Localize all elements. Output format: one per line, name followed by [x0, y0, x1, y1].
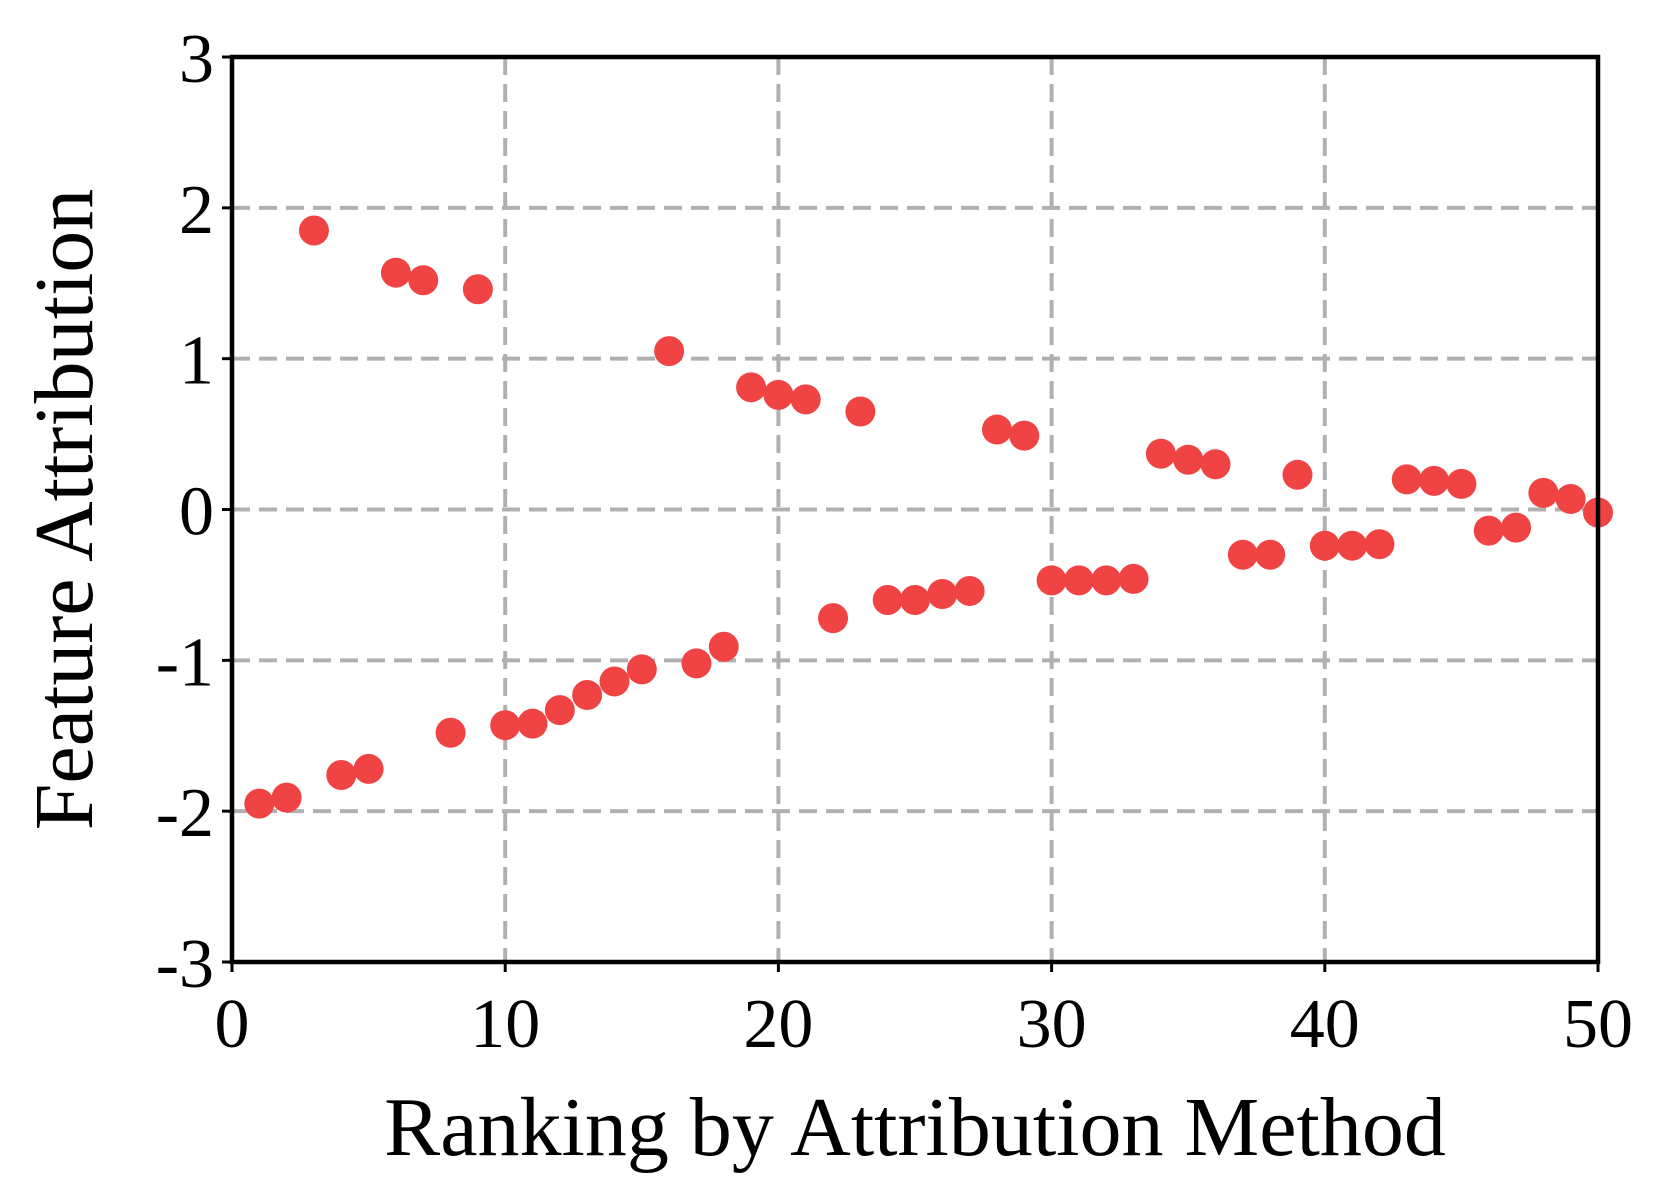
- data-points: [244, 215, 1613, 819]
- data-point: [1091, 565, 1122, 596]
- data-point: [572, 680, 603, 711]
- data-point: [763, 379, 794, 410]
- data-point: [845, 396, 876, 427]
- y-tick-label: 1: [179, 323, 214, 400]
- data-point: [353, 753, 384, 784]
- x-tick-label: 50: [1563, 986, 1633, 1063]
- x-tick-label: 20: [743, 986, 813, 1063]
- data-point: [544, 695, 575, 726]
- x-tick-label: 30: [1017, 986, 1087, 1063]
- data-point: [1337, 530, 1368, 561]
- data-point: [927, 578, 958, 609]
- grid-lines: [232, 57, 1598, 962]
- data-point: [654, 336, 685, 367]
- data-point: [681, 648, 712, 679]
- data-point: [408, 265, 439, 296]
- y-tick-label: -2: [156, 775, 214, 852]
- data-point: [736, 372, 767, 403]
- data-point: [900, 585, 930, 615]
- data-point: [1200, 449, 1231, 480]
- data-point: [517, 708, 548, 739]
- data-point: [244, 788, 275, 819]
- y-tick-labels: 3 2 1 0 -1 -2 -3: [156, 21, 214, 1003]
- data-point: [981, 414, 1012, 445]
- data-point: [1145, 438, 1176, 469]
- data-point: [1419, 465, 1450, 496]
- x-tick-label: 0: [215, 986, 250, 1063]
- data-point: [1009, 420, 1040, 451]
- data-point: [326, 759, 357, 790]
- data-point: [1282, 459, 1313, 490]
- data-point: [1036, 565, 1067, 596]
- data-point: [1173, 444, 1204, 475]
- data-point: [1473, 515, 1504, 546]
- data-point: [818, 603, 849, 634]
- y-tick-label: 3: [179, 21, 214, 98]
- data-point: [790, 384, 821, 415]
- data-point: [1227, 539, 1258, 570]
- y-tick-label: 0: [179, 474, 214, 551]
- data-point: [1391, 464, 1422, 495]
- data-point: [490, 710, 521, 741]
- data-point: [1118, 563, 1149, 594]
- axis-ticks: [222, 55, 1600, 972]
- data-point: [872, 585, 903, 615]
- data-point: [271, 782, 302, 813]
- data-point: [1364, 529, 1395, 560]
- data-point: [626, 654, 657, 685]
- data-point: [1501, 512, 1532, 543]
- x-axis-label: Ranking by Attribution Method: [384, 1081, 1446, 1174]
- x-tick-labels: 0 10 20 30 40 50: [215, 986, 1634, 1063]
- data-point: [1063, 565, 1094, 596]
- data-point: [462, 274, 493, 305]
- data-point: [435, 717, 466, 748]
- data-point: [1555, 483, 1586, 514]
- data-point: [380, 257, 411, 288]
- data-point: [1309, 530, 1340, 561]
- data-point: [708, 631, 739, 662]
- data-point: [954, 575, 985, 606]
- data-point: [599, 666, 630, 697]
- x-tick-label: 40: [1290, 986, 1360, 1063]
- y-tick-label: -1: [156, 624, 214, 701]
- x-tick-label: 10: [470, 986, 540, 1063]
- y-tick-label: -3: [156, 926, 214, 1003]
- data-point: [1255, 539, 1286, 570]
- data-point: [1528, 477, 1559, 508]
- y-axis-label: Feature Attribution: [18, 189, 111, 831]
- data-point: [298, 215, 329, 246]
- data-point: [1446, 468, 1477, 499]
- y-tick-label: 2: [179, 172, 214, 249]
